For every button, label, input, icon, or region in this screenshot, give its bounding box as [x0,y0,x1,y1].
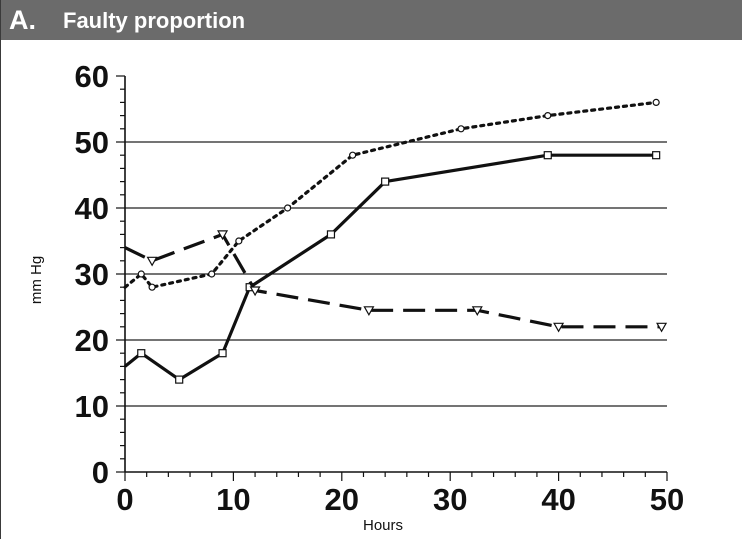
y-tick-label-50: 50 [75,125,109,160]
x-tick-label-40: 40 [541,482,575,517]
series-2-point-8 [543,151,552,160]
series-2-point-3 [175,375,184,384]
series-3-line [124,232,662,329]
series-2-line [123,153,657,382]
x-tick-label-0: 0 [116,482,133,517]
y-tick-label-10: 10 [75,389,109,424]
series-2-point-2 [137,349,146,358]
y-tick-label-30: 30 [75,257,109,292]
series-3-point-8 [656,322,668,333]
series-2-point-4 [218,349,227,358]
series-3-point-6 [471,306,483,317]
series-1-point-8 [457,125,465,133]
y-tick-label-40: 40 [75,191,109,226]
series-3-point-5 [363,306,375,317]
x-tick-label-50: 50 [650,482,684,517]
panel-title: Faulty proportion [63,8,246,33]
tick-labels: 0 10 20 30 40 50 60 0 10 20 30 40 50 [75,59,685,517]
series-3-point-2 [146,256,158,267]
series-2-point-7 [381,177,390,186]
series-3-point-3 [217,230,229,241]
series-1-line [123,100,658,289]
y-tick-label-0: 0 [92,455,109,490]
series-1-point-10 [652,98,660,107]
x-tick-label-10: 10 [216,482,250,517]
series-1-point-2 [137,270,145,278]
series-3-point-7 [553,322,565,333]
panel-header: A. Faulty proportion [1,0,742,40]
x-tick-label-30: 30 [433,482,467,517]
y-tick-label-20: 20 [75,323,109,358]
x-axis-title: Hours [363,517,403,534]
series-1-point-6 [284,204,292,212]
series-group [123,98,668,384]
y-axis-title: mm Hg [28,256,45,304]
series-1-point-9 [544,111,552,120]
series-1-point-7 [349,151,357,159]
series-1-point-4 [208,270,216,278]
x-tick-label-20: 20 [325,482,359,517]
axes [116,75,668,481]
series-2-point-6 [326,230,336,239]
series-3-point-4 [249,286,261,297]
series-1-point-3 [148,283,156,291]
panel-letter: A. [9,5,36,35]
y-tick-label-60: 60 [75,59,109,94]
series-1-point-5 [235,237,243,245]
series-2-point-9 [652,151,661,160]
gridlines [125,141,667,407]
